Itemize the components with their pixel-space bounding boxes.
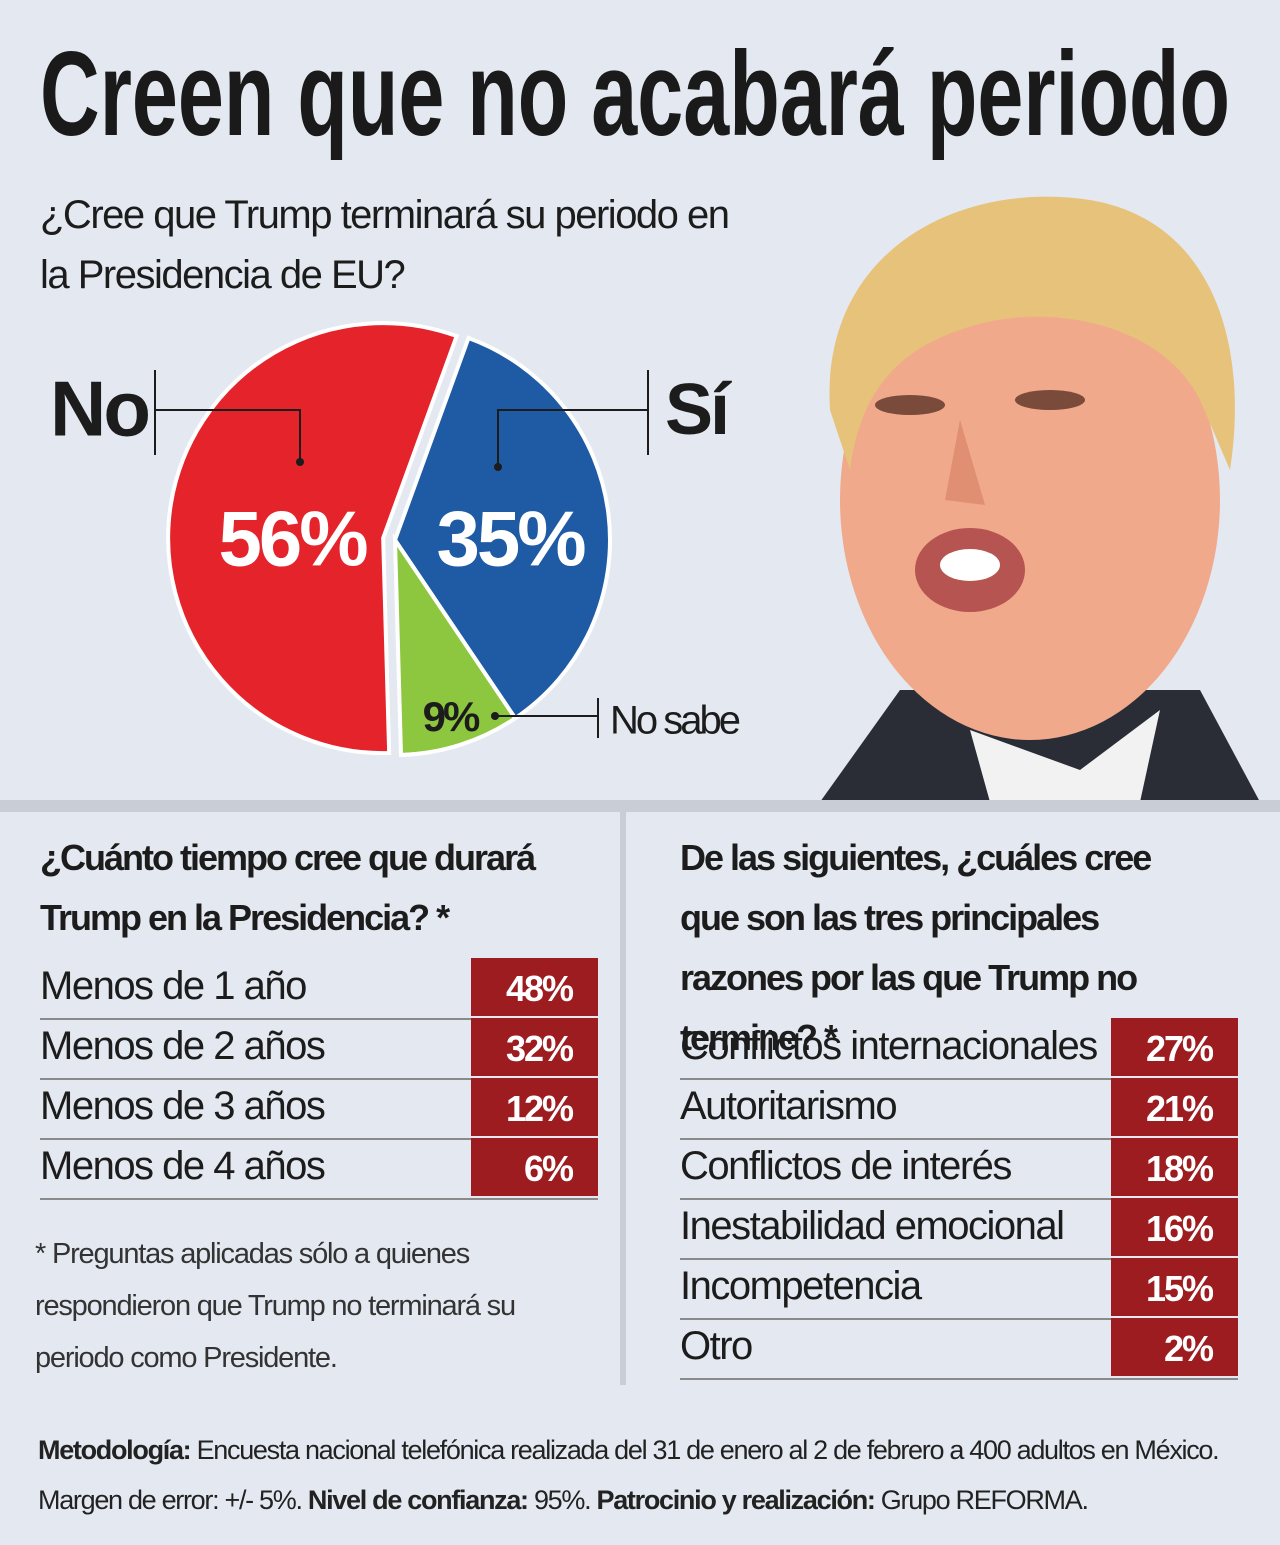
value-label: 27% xyxy=(1145,1028,1214,1069)
value-box: 12% xyxy=(471,1078,598,1136)
table-row: Inestabilidad emocional 16% xyxy=(680,1198,1238,1260)
value-label: 21% xyxy=(1145,1088,1214,1129)
pie-slice xyxy=(392,533,519,757)
row-label: Incompetencia xyxy=(680,1264,922,1308)
category-label: No xyxy=(50,365,148,453)
value-box: 48% xyxy=(471,958,598,1016)
table-row: Conflictos de interés 18% xyxy=(680,1138,1238,1200)
table-row: Menos de 2 años 32% xyxy=(40,1018,598,1080)
table-row: Menos de 4 años 6% xyxy=(40,1138,598,1200)
value-label: 2% xyxy=(1163,1328,1214,1369)
value-box: 15% xyxy=(1111,1258,1238,1316)
row-label: Conflictos de interés xyxy=(680,1144,1012,1188)
methodology-text: Encuesta nacional telefónica realizada d… xyxy=(38,1435,1220,1515)
table-row: Autoritarismo 21% xyxy=(680,1078,1238,1140)
value-box: 21% xyxy=(1111,1078,1238,1136)
row-label: Autoritarismo xyxy=(680,1084,898,1128)
portrait xyxy=(820,196,1260,802)
value-box: 2% xyxy=(1111,1318,1238,1376)
table-row: Otro 2% xyxy=(680,1318,1238,1380)
divider xyxy=(0,800,1280,812)
value-label: 9% xyxy=(423,693,480,740)
leader-dot xyxy=(494,463,502,471)
main-title: Creen que no acabará periodo xyxy=(40,27,1230,160)
methodology-label: Nivel de confianza: xyxy=(307,1485,529,1515)
row-label: Inestabilidad emocional xyxy=(680,1204,1065,1248)
leader-line xyxy=(154,370,301,460)
table-row: Menos de 3 años 12% xyxy=(40,1078,598,1140)
methodology-label: Patrocinio y realización: xyxy=(596,1485,876,1515)
value-box: 32% xyxy=(471,1018,598,1076)
row-label: Menos de 2 años xyxy=(40,1024,326,1068)
row-label: Conflictos internacionales xyxy=(680,1024,1098,1068)
table-row: Conflictos internacionales 27% xyxy=(680,1018,1238,1080)
leader-line xyxy=(498,698,599,738)
methodology-label: Metodología: xyxy=(38,1435,192,1465)
divider xyxy=(620,800,626,1385)
pie-title: ¿Cree que Trump terminará su periodo en … xyxy=(40,193,730,297)
row-label: Menos de 3 años xyxy=(40,1084,326,1128)
row-label: Menos de 1 año xyxy=(40,964,307,1008)
methodology: Metodología: Encuesta nacional telefónic… xyxy=(38,1425,1253,1525)
value-label: 15% xyxy=(1145,1268,1214,1309)
value-label: 32% xyxy=(505,1028,574,1069)
methodology-text: 95%. xyxy=(533,1485,592,1515)
value-box: 27% xyxy=(1111,1018,1238,1076)
value-box: 18% xyxy=(1111,1138,1238,1196)
footnote: * Preguntas aplicadas sólo a quienes res… xyxy=(35,1238,516,1374)
leader-dot xyxy=(491,712,499,720)
row-label: Menos de 4 años xyxy=(40,1144,326,1188)
value-label: 6% xyxy=(523,1148,574,1189)
methodology-text: Grupo REFORMA. xyxy=(880,1485,1089,1515)
category-label: Sí xyxy=(665,370,732,450)
value-box: 16% xyxy=(1111,1198,1238,1256)
title-area: Creen que no acabará periodo xyxy=(40,27,1230,160)
value-label: 16% xyxy=(1145,1208,1214,1249)
pie-slice xyxy=(392,335,612,722)
leader-dot xyxy=(296,458,304,466)
table-row: Incompetencia 15% xyxy=(680,1258,1238,1320)
table-row: Menos de 1 año 48% xyxy=(40,958,598,1020)
table-title: De las siguientes, ¿cuáles cree que son … xyxy=(680,837,1152,1058)
value-label: 48% xyxy=(505,968,574,1009)
value-box: 6% xyxy=(471,1138,598,1196)
leader-line xyxy=(497,370,649,465)
pie-title-box: ¿Cree que Trump terminará su periodo en … xyxy=(40,193,730,297)
row-label: Otro xyxy=(680,1324,753,1368)
category-label: No sabe xyxy=(610,699,740,743)
pie-slice xyxy=(166,321,460,756)
value-label: 35% xyxy=(436,495,585,583)
value-label: 18% xyxy=(1145,1148,1214,1189)
value-label: 12% xyxy=(505,1088,574,1129)
table-title: ¿Cuánto tiempo cree que durará Trump en … xyxy=(40,837,536,938)
value-label: 56% xyxy=(218,495,367,583)
pie-area: ¿Cree que Trump terminará su periodo en … xyxy=(40,193,743,757)
